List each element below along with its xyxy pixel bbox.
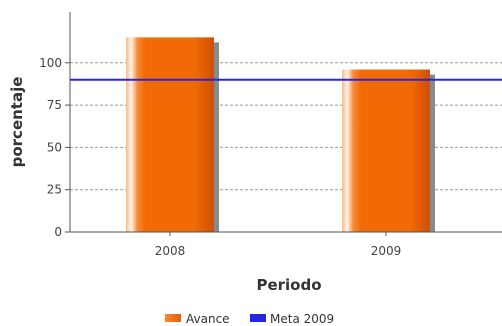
x-axis-title: Periodo	[256, 276, 321, 294]
y-tick-label-75: 75	[47, 98, 62, 112]
y-tick-label-100: 100	[39, 56, 62, 70]
axes	[69, 12, 502, 233]
legend-label-meta-2009: Meta 2009	[270, 312, 334, 326]
y-tick-label-50: 50	[47, 140, 62, 154]
legend-label-avance: Avance	[186, 312, 230, 326]
x-ticks: 2008 2009	[155, 232, 402, 258]
legend: Avance Meta 2009	[165, 312, 334, 326]
legend-swatch-meta-2009	[250, 314, 266, 322]
bar-2009	[342, 69, 430, 233]
y-tick-label-25: 25	[47, 183, 62, 197]
legend-swatch-avance	[165, 314, 181, 322]
y-tick-label-0: 0	[54, 225, 62, 239]
y-ticks: 0 25 50 75 100	[39, 56, 70, 239]
y-axis-title: porcentaje	[8, 77, 26, 168]
bars	[126, 37, 435, 233]
x-tick-label-2009: 2009	[371, 244, 402, 258]
x-tick-label-2008: 2008	[155, 244, 186, 258]
bar-2008	[126, 37, 214, 233]
